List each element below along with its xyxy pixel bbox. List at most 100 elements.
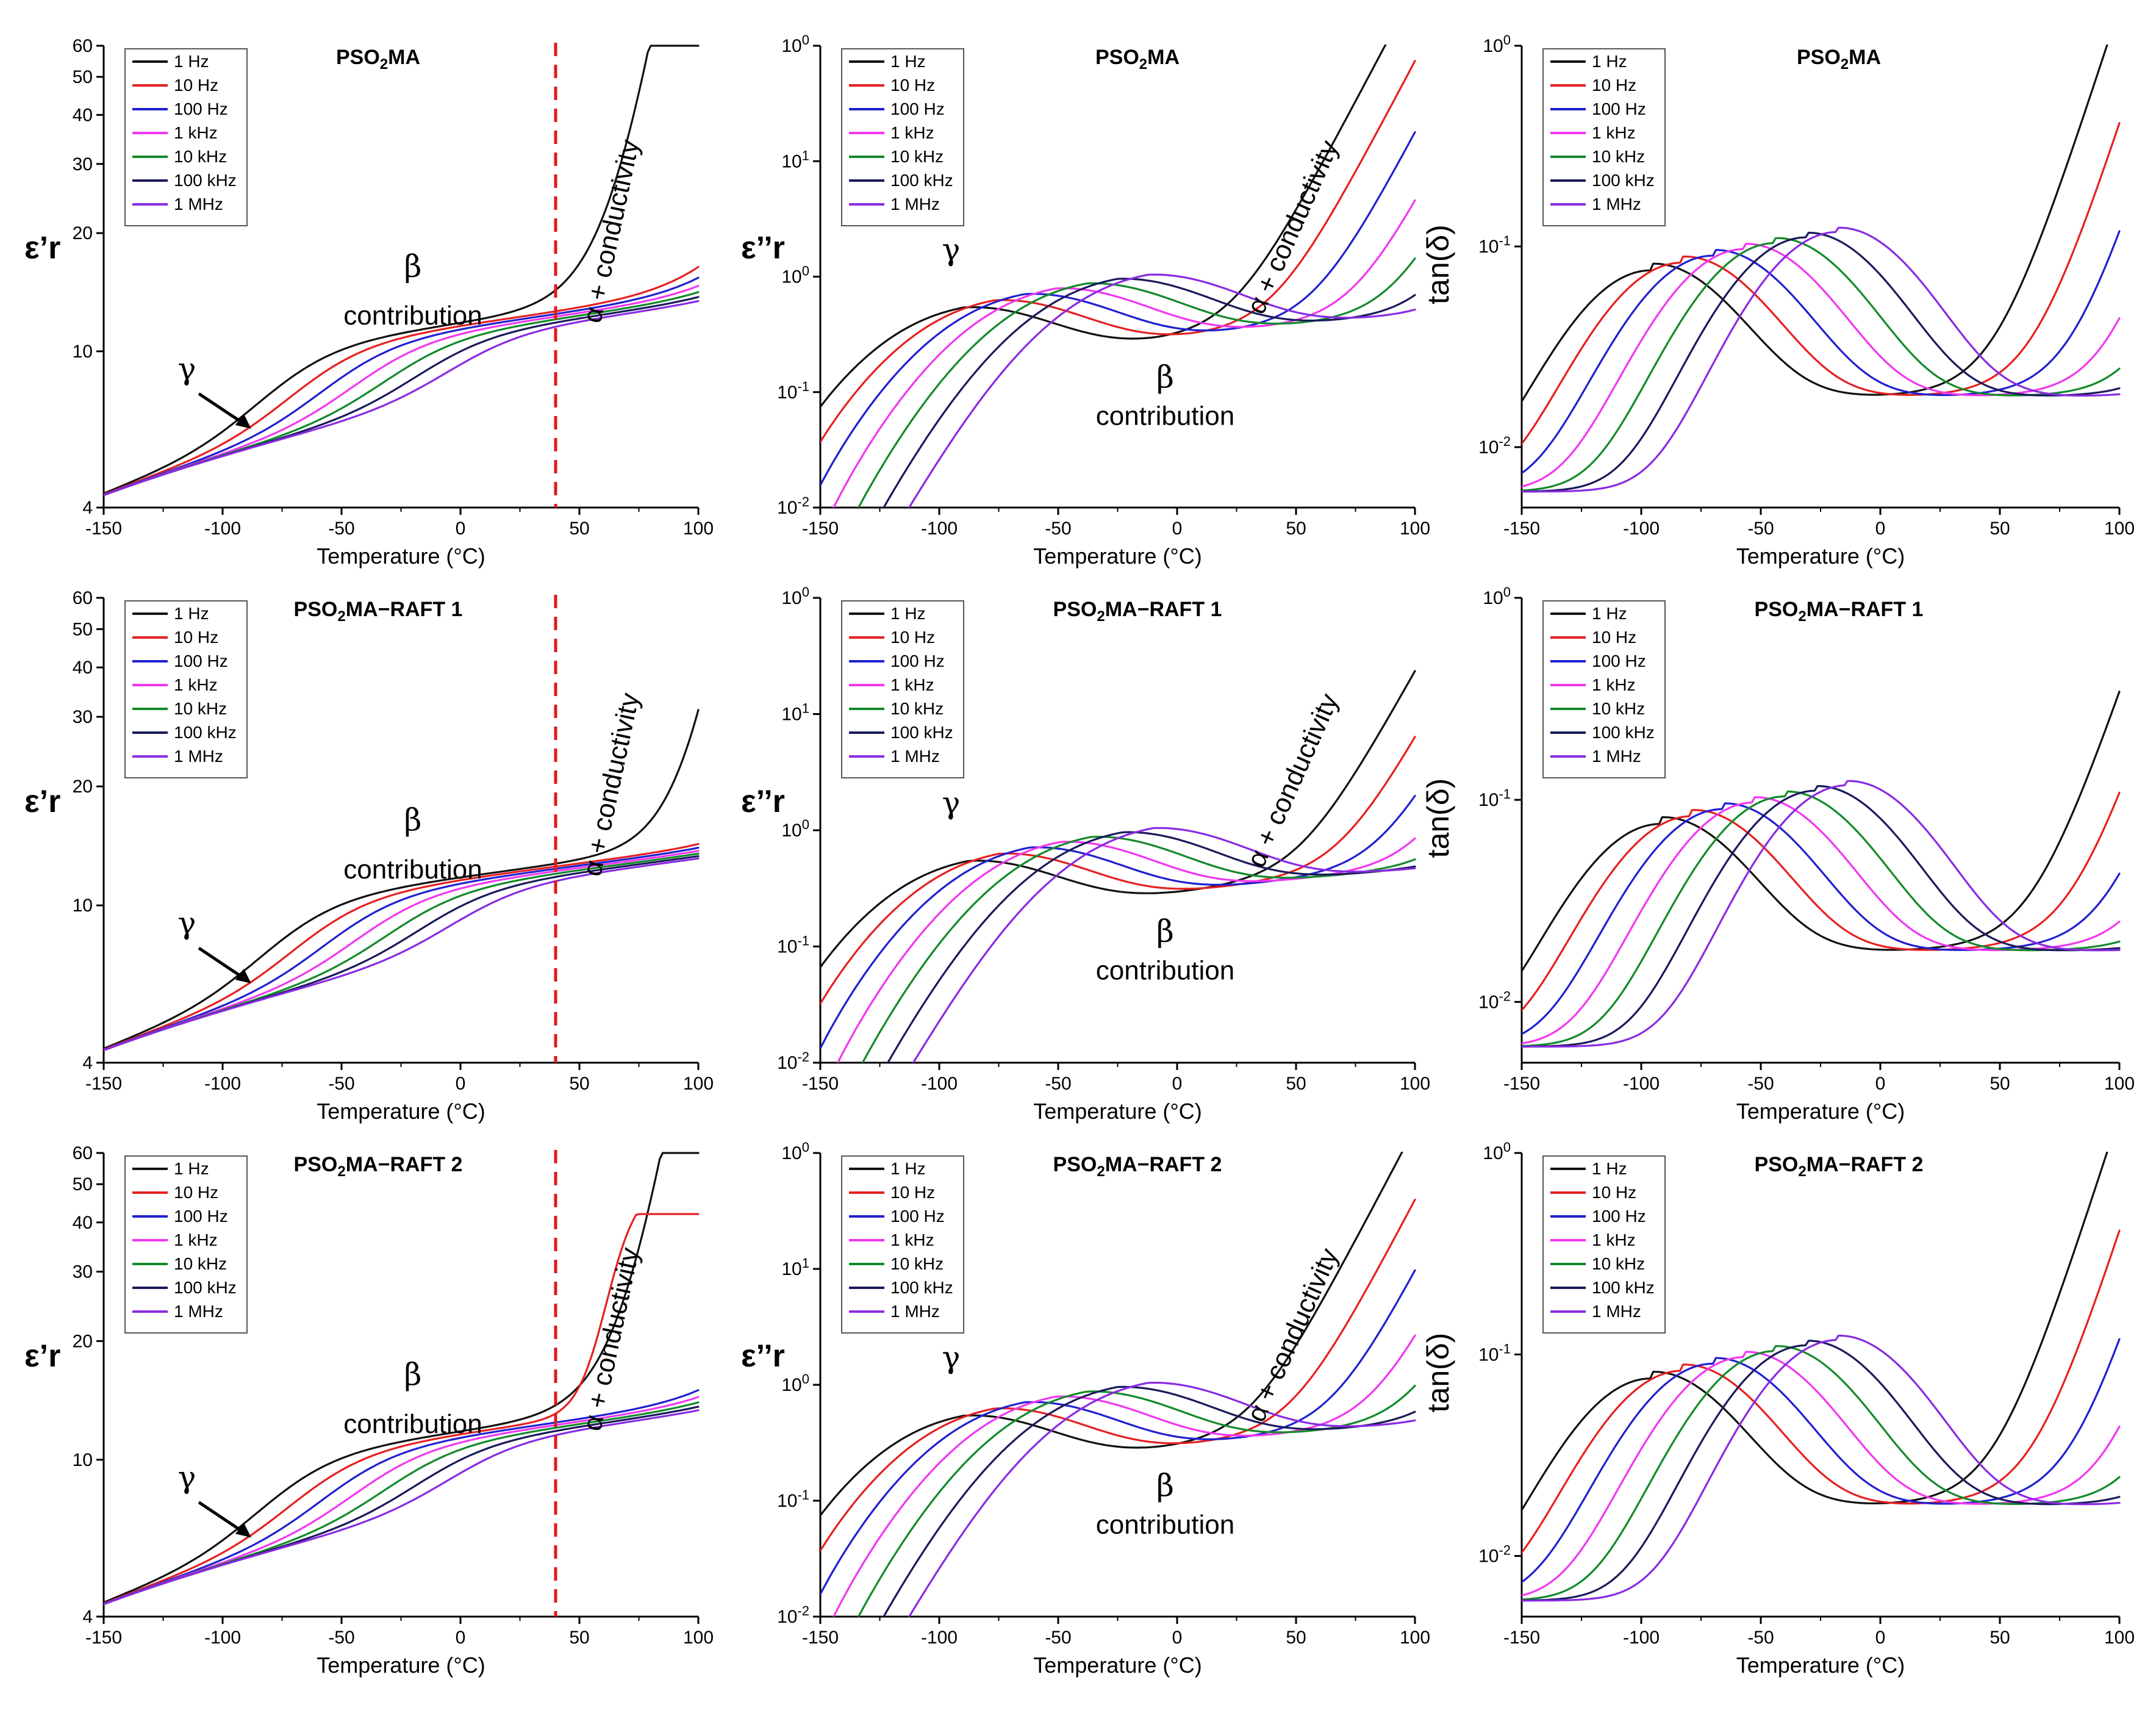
y-tick-label: 50 [73, 1174, 93, 1194]
series-100-Hz [104, 1389, 700, 1605]
gamma-arrowhead [235, 968, 251, 983]
legend-box [124, 1155, 248, 1334]
series-1-Hz [104, 45, 700, 495]
legend: 1 Hz 10 Hz 100 Hz 1 kHz 10 kHz 100 kHz 1 MHz [1542, 48, 1666, 226]
legend: 1 Hz 10 Hz 100 Hz 1 kHz 10 kHz 100 kHz 1 MHz [124, 600, 248, 778]
legend-box [1542, 48, 1666, 226]
x-tick-label: -50 [1747, 519, 1774, 539]
series-10-kHz [861, 836, 1416, 1063]
x-axis-title: Temperature (°C) [1736, 1653, 1905, 1678]
y-tick-label: 20 [73, 777, 93, 797]
chart-eps-prime-RAFT1: -150 -100 -50 0 50 100 Temperature (°C) 4 10 20 30… [24, 588, 714, 1124]
y-axis-title: ε’’r [741, 231, 785, 266]
panel-title: PSO2MA−RAFT 2 [294, 1153, 463, 1180]
series-100-kHz [886, 831, 1416, 1063]
legend-label: 10 kHz [174, 699, 227, 718]
x-axis-title: Temperature (°C) [1736, 544, 1905, 569]
legend-box [1542, 600, 1666, 778]
x-tick-label: -150 [802, 519, 839, 539]
x-tick-label: -100 [1623, 519, 1660, 539]
legend-label: 1 Hz [890, 52, 926, 71]
y-tick-label: 10-1 [1478, 786, 1511, 810]
legend-label: 1 kHz [174, 1230, 218, 1249]
series-100-kHz [1522, 231, 2121, 493]
series-100-Hz [1522, 802, 2121, 1035]
legend-label: 10 Hz [1592, 628, 1636, 647]
x-tick-label: 50 [569, 519, 589, 539]
x-tick-label: 100 [1400, 1628, 1430, 1648]
panel-title: PSO2MA−RAFT 1 [1755, 598, 1924, 625]
x-axis-title: Temperature (°C) [317, 1099, 485, 1124]
legend-label: 10 kHz [890, 1254, 944, 1273]
legend-label: 10 Hz [890, 76, 935, 95]
y-tick-label: 100 [1483, 584, 1511, 608]
legend-label: 10 Hz [890, 628, 935, 647]
series-100-Hz [820, 1269, 1416, 1595]
x-axis-title: Temperature (°C) [1033, 1653, 1202, 1678]
series-1-Hz [820, 1152, 1403, 1517]
gamma-arrow [198, 1501, 243, 1532]
panel-title: PSO2MA [1797, 46, 1881, 73]
legend-label: 1 kHz [1592, 1230, 1636, 1249]
annotations: β contribution γ α + conductivity [178, 595, 645, 1063]
y-tick-label: 4 [82, 498, 93, 518]
series-1-MHz [912, 827, 1416, 1063]
chart-eps-double-RAFT2: -150 -100 -50 0 50 100 Temperature (°C) 10-2 10-… [741, 1140, 1430, 1678]
x-axis-title: Temperature (°C) [1033, 544, 1202, 569]
x-tick-label: 100 [1400, 519, 1430, 539]
y-tick-label: 10-1 [1478, 233, 1511, 257]
legend: 1 Hz 10 Hz 100 Hz 1 kHz 10 kHz 100 kHz 1 MHz [124, 48, 248, 226]
legend-label: 10 kHz [890, 147, 944, 166]
y-axis-title: ε’r [24, 1338, 60, 1374]
contribution-label: contribution [343, 1409, 482, 1439]
gamma-arrowhead [235, 414, 251, 429]
x-tick-label: 100 [683, 1074, 714, 1094]
x-tick-label: 0 [1172, 1628, 1183, 1648]
series-100-Hz [104, 847, 700, 1051]
series-100-kHz [1522, 785, 2121, 1048]
x-tick-label: -50 [328, 519, 354, 539]
panel-title: PSO2MA [336, 46, 420, 73]
x-axis-title: Temperature (°C) [317, 544, 485, 569]
gamma-arrowhead [235, 1523, 251, 1538]
legend-label: 100 kHz [174, 1278, 237, 1297]
chart-eps-double-PSO2MA: -150 -100 -50 0 50 100 Temperature (°C) 10-2 10-… [741, 32, 1430, 569]
contribution-label: contribution [1096, 1510, 1234, 1540]
y-tick-label: 20 [73, 223, 93, 243]
x-axis-title: Temperature (°C) [1033, 1099, 1202, 1124]
y-tick-label: 10 [73, 896, 93, 916]
legend: 1 Hz 10 Hz 100 Hz 1 kHz 10 kHz 100 kHz 1 MHz [1542, 1155, 1666, 1334]
annotations: γ β contribution α + conductivity [942, 689, 1345, 986]
legend: 1 Hz 10 Hz 100 Hz 1 kHz 10 kHz 100 kHz 1 MHz [841, 1155, 964, 1334]
legend-label: 1 Hz [174, 52, 209, 71]
series-1-kHz [836, 837, 1416, 1063]
legend-label: 100 kHz [890, 171, 953, 190]
legend-label: 1 MHz [174, 1302, 223, 1321]
y-tick-label: 100 [781, 1371, 809, 1395]
legend-label: 100 Hz [174, 1207, 228, 1226]
legend-label: 10 Hz [174, 1183, 218, 1202]
legend-label: 10 kHz [1592, 699, 1645, 718]
legend-label: 1 MHz [1592, 747, 1641, 766]
legend-label: 100 kHz [174, 723, 237, 742]
curves [1522, 1152, 2121, 1602]
legend-box [1542, 1155, 1666, 1334]
x-tick-label: -150 [1503, 1074, 1540, 1094]
legend-label: 10 Hz [1592, 76, 1636, 95]
y-tick-label: 40 [73, 658, 93, 678]
legend: 1 Hz 10 Hz 100 Hz 1 kHz 10 kHz 100 kHz 1 MHz [124, 1155, 248, 1334]
series-1-Hz [104, 709, 700, 1050]
x-tick-label: 100 [2104, 519, 2135, 539]
x-tick-label: -50 [1747, 1628, 1774, 1648]
legend-label: 1 kHz [1592, 675, 1636, 694]
curves [820, 670, 1416, 1063]
x-tick-label: -100 [921, 1628, 958, 1648]
panel-title: PSO2MA−RAFT 1 [1053, 598, 1222, 625]
legend-label: 10 Hz [174, 628, 218, 647]
legend-label: 100 Hz [890, 1207, 945, 1226]
legend-label: 10 Hz [890, 1183, 935, 1202]
series-10-Hz [820, 1198, 1416, 1552]
legend-label: 1 MHz [890, 1302, 940, 1321]
x-tick-label: 0 [1875, 519, 1886, 539]
x-tick-label: -150 [85, 1628, 122, 1648]
